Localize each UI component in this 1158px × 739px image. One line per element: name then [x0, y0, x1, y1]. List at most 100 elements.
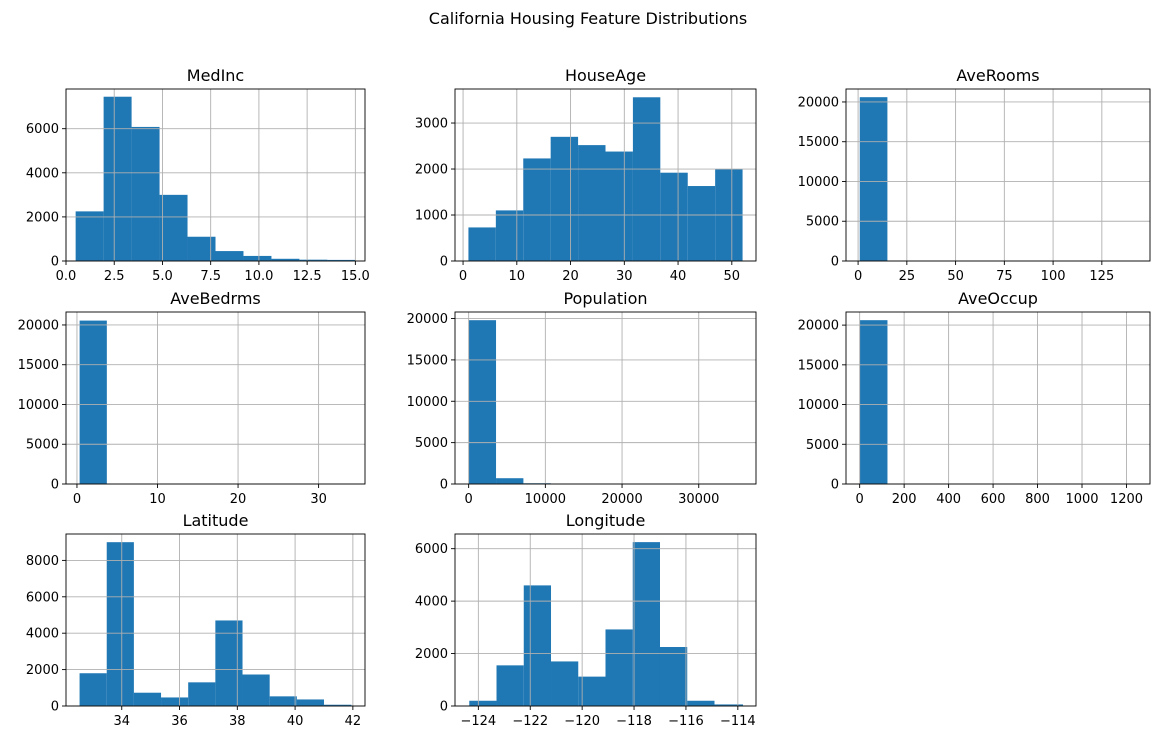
longitude-bar-2: [523, 585, 552, 706]
longitude-bar-3: [551, 661, 579, 706]
medinc-ytick-label-3: 6000: [26, 122, 59, 137]
population-ytick-label-3: 15000: [407, 353, 448, 368]
avebedrms-axes-frame: [65, 311, 366, 485]
latitude-axes-frame: [65, 533, 366, 707]
aveoccup-ytick-label-1: 5000: [806, 438, 839, 453]
latitude-bar-3: [161, 697, 189, 706]
medinc-xtick-label-4: 10.0: [244, 269, 273, 284]
aveoccup-xtick-label-3: 600: [981, 492, 1006, 507]
aveoccup-xtick-label-5: 1000: [1065, 492, 1098, 507]
houseage-ytick-label-0: 0: [440, 255, 448, 270]
averooms-axes-frame: [845, 88, 1151, 262]
houseage-ytick-label-2: 2000: [415, 163, 448, 178]
averooms-bar-0: [859, 97, 888, 261]
longitude-ytick-label-0: 0: [440, 700, 448, 715]
avebedrms-xtick-label-0: 0: [73, 492, 81, 507]
population-ytick-label-1: 5000: [415, 436, 448, 451]
houseage-xtick-label-5: 50: [724, 269, 741, 284]
figure-title: California Housing Feature Distributions: [429, 9, 747, 28]
houseage-axes-frame: [454, 88, 757, 262]
subplot-population: 0 10000 20000 30000 0 5000 10000 15000 20000 Popu…: [407, 289, 757, 507]
subplot-longitude: −124 −122 −120 −118 −116 −114 0 2000 4000 6000 Lon…: [415, 511, 757, 729]
houseage-bar-6: [632, 97, 661, 261]
latitude-xtick-label-4: 42: [345, 714, 362, 729]
averooms-xtick-label-5: 125: [1089, 269, 1114, 284]
subplot-avebedrms: 0 10 20 30 0 5000 10000 15000 20000 AveBedrms: [18, 289, 366, 507]
latitude-ytick-label-4: 8000: [26, 554, 59, 569]
longitude-xtick-label-3: −118: [616, 714, 652, 729]
population-xtick-label-0: 0: [465, 492, 473, 507]
latitude-xtick-label-1: 36: [171, 714, 188, 729]
medinc-bar-3: [159, 194, 188, 261]
longitude-bar-8: [687, 700, 715, 706]
aveoccup-axes-frame: [845, 311, 1151, 485]
houseage-title: HouseAge: [565, 66, 646, 85]
houseage-xtick-label-2: 20: [562, 269, 579, 284]
averooms-ytick-label-4: 20000: [798, 95, 839, 110]
houseage-bar-7: [660, 172, 688, 261]
medinc-bar-2: [131, 126, 160, 262]
medinc-xtick-label-5: 12.5: [293, 269, 322, 284]
houseage-xtick-label-4: 40: [670, 269, 687, 284]
longitude-ytick-label-2: 4000: [415, 595, 448, 610]
population-title: Population: [563, 289, 647, 308]
latitude-bar-2: [133, 692, 162, 706]
latitude-ytick-label-2: 4000: [26, 627, 59, 642]
population-ytick-label-2: 10000: [407, 395, 448, 410]
subplot-aveoccup: 0 200 400 600 800 1000 1200 0 5000 10000 15000 2000…: [798, 289, 1151, 507]
subplot-houseage: 0 10 20 30 40 50 0 1000 2000 3000 HouseAge: [415, 66, 757, 284]
houseage-bar-0: [468, 227, 496, 261]
longitude-bar-1: [496, 665, 524, 706]
avebedrms-ytick-label-0: 0: [51, 478, 59, 493]
houseage-xtick-label-3: 30: [616, 269, 633, 284]
population-xtick-label-3: 30000: [678, 492, 719, 507]
latitude-ytick-label-1: 2000: [26, 663, 59, 678]
medinc-bar-5: [215, 251, 244, 261]
subplot-averooms: 0 25 50 75 100 125 0 5000 10000 15000 20000 AveRoom…: [798, 66, 1151, 284]
averooms-xtick-label-0: 0: [854, 269, 862, 284]
houseage-bar-4: [578, 145, 606, 261]
averooms-ytick-label-2: 10000: [798, 175, 839, 190]
aveoccup-xtick-label-2: 400: [936, 492, 961, 507]
avebedrms-bar-0: [79, 320, 107, 484]
latitude-bar-1: [106, 542, 134, 706]
population-axes-frame: [454, 311, 757, 485]
latitude-title: Latitude: [183, 511, 249, 530]
houseage-bar-2: [523, 158, 551, 261]
medinc-title: MedInc: [187, 66, 244, 85]
longitude-xtick-label-0: −124: [460, 714, 496, 729]
aveoccup-ytick-label-0: 0: [831, 478, 839, 493]
aveoccup-xtick-label-6: 1200: [1110, 492, 1143, 507]
houseage-bar-5: [605, 151, 633, 261]
population-ytick-label-4: 20000: [407, 312, 448, 327]
aveoccup-ytick-label-3: 15000: [798, 358, 839, 373]
avebedrms-xtick-label-3: 30: [310, 492, 327, 507]
houseage-ytick-label-3: 3000: [415, 117, 448, 132]
longitude-axes-frame: [454, 533, 757, 707]
aveoccup-ytick-label-2: 10000: [798, 398, 839, 413]
medinc-ytick-label-2: 4000: [26, 166, 59, 181]
averooms-ytick-label-3: 15000: [798, 135, 839, 150]
aveoccup-xtick-label-0: 0: [856, 492, 864, 507]
medinc-xtick-label-2: 5.0: [152, 269, 173, 284]
longitude-ytick-label-1: 2000: [415, 647, 448, 662]
latitude-xtick-label-0: 34: [113, 714, 130, 729]
longitude-bar-7: [659, 647, 688, 706]
subplot-medinc: 0.0 2.5 5.0 7.5 10.0 12.5 15.0 0 2000 4000 6000 Med…: [26, 66, 370, 284]
avebedrms-ytick-label-1: 5000: [26, 438, 59, 453]
avebedrms-ytick-label-4: 20000: [18, 318, 59, 333]
medinc-xtick-label-3: 7.5: [200, 269, 221, 284]
latitude-bar-5: [215, 620, 243, 706]
latitude-bar-6: [242, 674, 270, 706]
houseage-ytick-label-1: 1000: [415, 209, 448, 224]
longitude-bar-0: [469, 700, 497, 706]
longitude-xtick-label-2: −120: [564, 714, 600, 729]
population-bar-0: [468, 320, 497, 484]
longitude-xtick-label-5: −114: [720, 714, 756, 729]
latitude-bar-0: [79, 673, 107, 706]
averooms-xtick-label-2: 50: [947, 269, 964, 284]
population-ytick-label-0: 0: [440, 478, 448, 493]
population-xtick-label-2: 20000: [601, 492, 642, 507]
avebedrms-ytick-label-3: 15000: [18, 358, 59, 373]
